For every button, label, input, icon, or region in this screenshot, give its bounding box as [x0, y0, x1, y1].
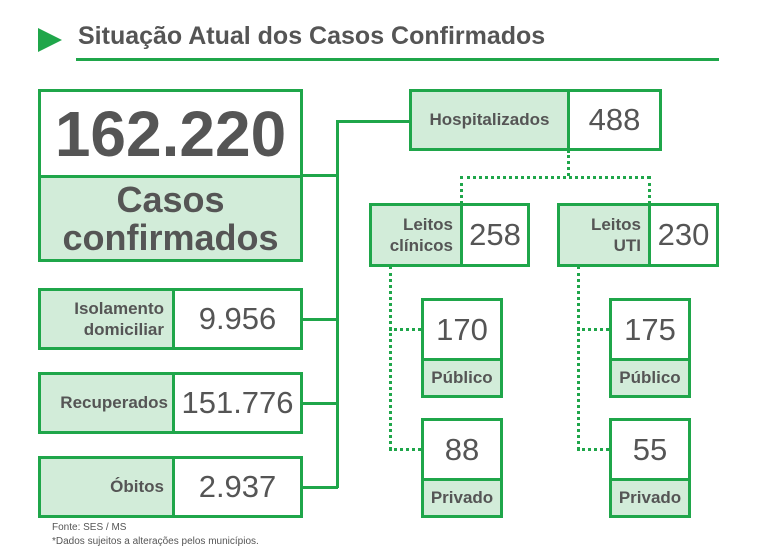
icu-beds-label-line2: UTI: [613, 236, 641, 255]
connector-to-hospitalized: [336, 120, 410, 123]
icu-beds-label: Leitos UTI: [557, 203, 651, 267]
clinical-private-value: 88: [421, 418, 503, 481]
icu-beds-label-line1: Leitos: [590, 214, 641, 234]
recovered-label: Recuperados: [38, 372, 175, 434]
icu-private-value: 55: [609, 418, 691, 481]
title-underline: [76, 58, 719, 61]
confirmed-label-line1: Casos: [116, 178, 225, 220]
clinical-beds-label-line2: clínicos: [389, 236, 453, 255]
isolation-label: Isolamento domiciliar: [38, 288, 175, 350]
footer-note: *Dados sujeitos a alterações pelos munic…: [52, 536, 259, 547]
confirmed-value: 162.220: [38, 89, 303, 178]
clinical-beds-label: Leitos clínicos: [369, 203, 463, 267]
hospitalized-value: 488: [567, 89, 662, 151]
connector-main-vertical: [336, 120, 339, 488]
title-arrow-icon: [38, 28, 62, 52]
clinical-public-value: 170: [421, 298, 503, 361]
dotted-icu-vertical: [577, 266, 580, 450]
icu-public-value: 175: [609, 298, 691, 361]
page-title: Situação Atual dos Casos Confirmados: [78, 22, 546, 50]
dotted-icu-private: [577, 448, 609, 451]
confirmed-label-line2: confirmados: [62, 216, 279, 258]
dotted-clinical-private: [389, 448, 421, 451]
deaths-label: Óbitos: [38, 456, 175, 518]
footer-source: Fonte: SES / MS: [52, 522, 127, 533]
recovered-value: 151.776: [172, 372, 303, 434]
dotted-to-clinical: [460, 176, 463, 204]
connector-from-recovered: [302, 402, 338, 405]
isolation-label-line2: domiciliar: [83, 320, 164, 339]
connector-from-deaths: [302, 486, 338, 489]
clinical-private-label: Privado: [421, 478, 503, 518]
confirmed-label: Casos confirmados: [38, 175, 303, 262]
icu-public-label: Público: [609, 358, 691, 398]
dotted-clinical-public: [389, 328, 421, 331]
hospitalized-label: Hospitalizados: [409, 89, 570, 151]
icu-beds-value: 230: [648, 203, 719, 267]
dotted-beds-horizontal: [460, 176, 650, 179]
isolation-value: 9.956: [172, 288, 303, 350]
dotted-hospitalized-down: [567, 150, 570, 176]
connector-from-isolation: [302, 318, 338, 321]
clinical-beds-value: 258: [460, 203, 530, 267]
deaths-value: 2.937: [172, 456, 303, 518]
dotted-icu-public: [577, 328, 609, 331]
dotted-clinical-vertical: [389, 266, 392, 450]
isolation-label-line1: Isolamento: [74, 298, 164, 318]
clinical-beds-label-line1: Leitos: [402, 214, 453, 234]
dotted-to-icu: [648, 176, 651, 204]
icu-private-label: Privado: [609, 478, 691, 518]
clinical-public-label: Público: [421, 358, 503, 398]
connector-from-confirmed: [302, 174, 338, 177]
